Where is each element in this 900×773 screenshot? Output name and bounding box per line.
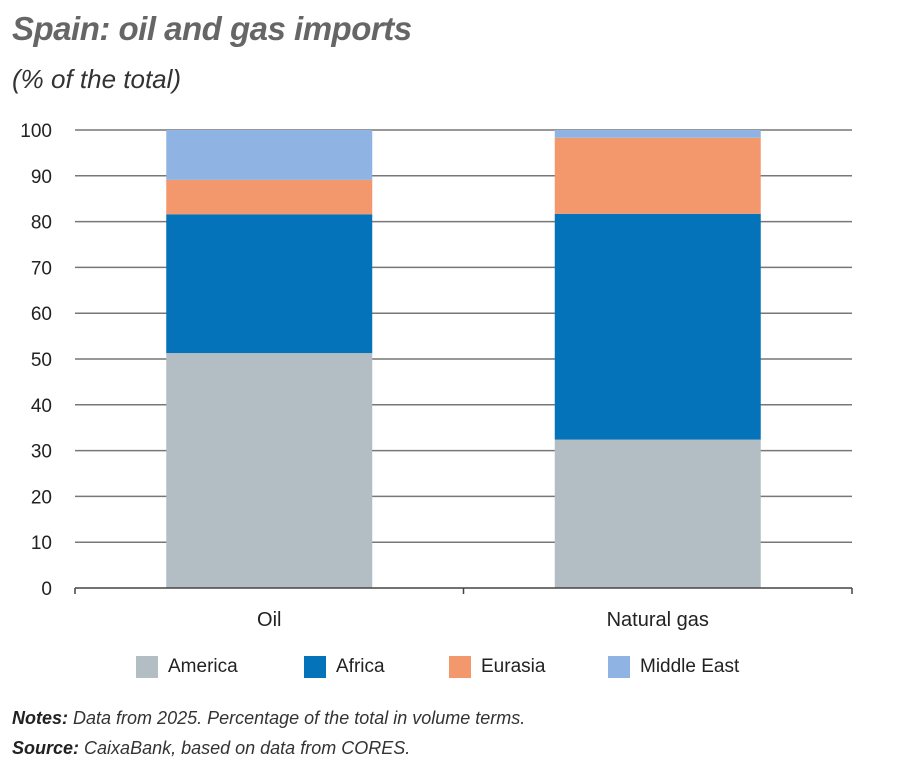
- y-tick-label: 80: [31, 213, 52, 234]
- bar-middle-east: [166, 130, 373, 180]
- y-tick-label: 30: [31, 442, 52, 463]
- bar-america: [554, 439, 761, 588]
- notes-text: Data from 2025. Percentage of the total …: [73, 708, 526, 728]
- y-tick-label: 40: [31, 396, 52, 417]
- bar-africa: [166, 214, 373, 354]
- notes-label: Notes:: [12, 708, 69, 728]
- y-tick-label: 90: [31, 167, 52, 188]
- notes: Notes: Data from 2025. Percentage of the…: [12, 703, 525, 763]
- x-tick-label: Natural gas: [607, 609, 709, 631]
- y-tick-label: 0: [41, 579, 52, 600]
- y-tick-label: 10: [31, 533, 52, 554]
- legend-item: Middle East: [608, 656, 739, 678]
- y-tick-label: 60: [31, 304, 52, 325]
- legend-item: Africa: [304, 656, 385, 678]
- legend-label: America: [168, 656, 238, 677]
- chart-subtitle: (% of the total): [12, 64, 182, 94]
- y-tick-label: 100: [20, 121, 52, 142]
- source-text: CaixaBank, based on data from CORES.: [84, 738, 411, 758]
- bar-middle-east: [554, 130, 761, 138]
- plot-area: 0 10 20 30 40 50 60 70 80 90 100 Oil Natural gas: [20, 121, 853, 631]
- legend-swatch: [136, 656, 158, 678]
- bar-eurasia: [554, 137, 761, 214]
- legend-swatch: [449, 656, 471, 678]
- y-tick-label: 50: [31, 350, 52, 371]
- source-label: Source:: [12, 738, 80, 758]
- legend-label: Middle East: [640, 656, 740, 677]
- x-tick-label: Oil: [257, 609, 281, 631]
- legend-label: Eurasia: [481, 656, 546, 677]
- y-tick-label: 20: [31, 487, 52, 508]
- y-tick-label: 70: [31, 258, 52, 279]
- bar-africa: [554, 213, 761, 440]
- chart-title: Spain: oil and gas imports: [12, 10, 412, 47]
- legend-label: Africa: [336, 656, 385, 677]
- bar-america: [166, 353, 373, 588]
- bar-eurasia: [166, 179, 373, 215]
- legend-item: America: [136, 656, 238, 678]
- legend-swatch: [304, 656, 326, 678]
- legend-swatch: [608, 656, 630, 678]
- legend-item: Eurasia: [449, 656, 545, 678]
